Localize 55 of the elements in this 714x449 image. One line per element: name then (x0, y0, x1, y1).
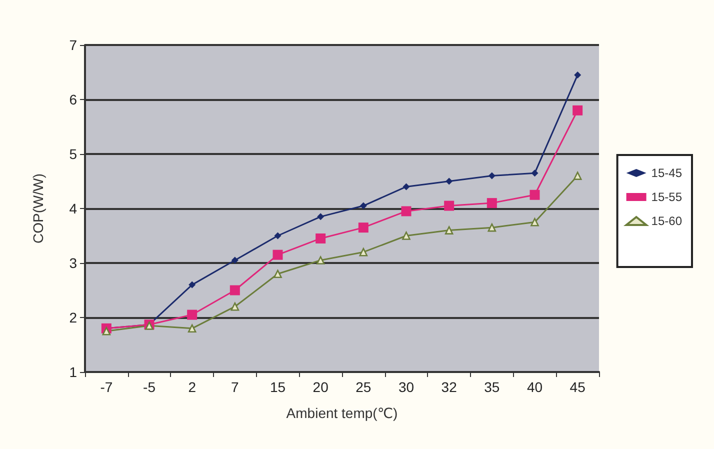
x-tick-label: 20 (312, 379, 329, 395)
point (187, 310, 198, 320)
point (402, 232, 410, 240)
point (274, 270, 282, 278)
x-tick-label: 32 (441, 379, 458, 395)
y-tick-label: 1 (69, 364, 78, 380)
x-tick-label: 35 (484, 379, 500, 395)
point (444, 200, 454, 211)
y-axis-title: COP(W/W) (30, 174, 46, 244)
y-tick-label: 2 (69, 310, 78, 326)
x-tick-label: 2 (188, 379, 196, 395)
point (188, 281, 196, 288)
point (530, 218, 539, 226)
x-tick-label: 40 (526, 379, 543, 395)
point (102, 326, 111, 336)
point (401, 206, 412, 216)
x-tick-label: 45 (570, 379, 586, 395)
x-axis-title: Ambient temp(℃) (286, 405, 398, 421)
point (530, 190, 540, 200)
point (188, 324, 196, 333)
point (317, 213, 324, 220)
point (488, 223, 496, 232)
x-tick-label: 25 (356, 379, 372, 395)
point (272, 250, 283, 260)
y-tick-label: 4 (69, 200, 78, 216)
point (572, 105, 583, 116)
point (316, 256, 325, 264)
point (488, 172, 496, 180)
legend-label: 15-45 (651, 166, 682, 180)
legend-label: 15-55 (651, 190, 682, 204)
point (231, 256, 238, 264)
point (444, 226, 454, 234)
x-tick-label: -5 (143, 379, 156, 395)
point (359, 248, 368, 256)
y-tick-label: 6 (69, 92, 78, 108)
y-tick-label: 3 (69, 255, 78, 271)
legend-label: 15-60 (651, 214, 682, 228)
point (531, 170, 538, 177)
x-tick-label: 30 (398, 379, 414, 395)
point (574, 71, 582, 78)
x-tick-label: -7 (100, 379, 113, 395)
point (274, 232, 282, 240)
y-tick-label: 7 (69, 37, 78, 53)
point (316, 233, 326, 244)
y-tick-label: 5 (69, 146, 78, 162)
x-tick-label: 15 (270, 379, 286, 395)
point (360, 202, 367, 210)
point (230, 285, 240, 296)
point (573, 172, 582, 180)
point (230, 302, 240, 311)
point (358, 222, 368, 233)
point (446, 178, 453, 185)
point (402, 183, 410, 190)
x-tick-label: 7 (231, 379, 240, 395)
point (486, 198, 497, 208)
